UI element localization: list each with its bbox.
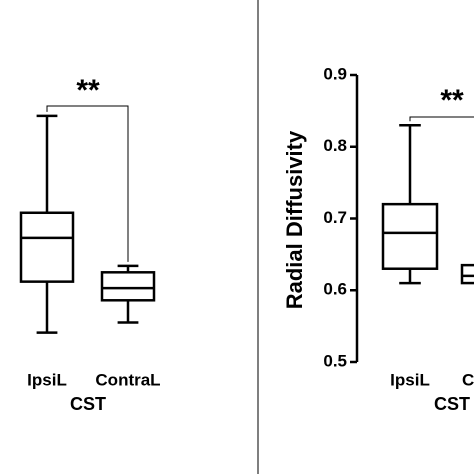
box (381, 202, 439, 270)
x-tick-label: IpsiL (27, 370, 67, 389)
y-tick-label: 0.8 (323, 136, 347, 155)
significance-bracket (409, 116, 474, 122)
x-axis-label: CST (434, 394, 470, 414)
y-axis-label: Radial Diffusivity (282, 130, 307, 309)
box (19, 211, 75, 283)
y-tick-label: 0.6 (323, 280, 347, 299)
x-tick-label: Co (462, 370, 474, 389)
x-axis-label: CST (70, 394, 106, 414)
significance-bracket (46, 105, 129, 262)
x-tick-label: ContraL (95, 370, 160, 389)
y-tick-label: 0.7 (323, 208, 347, 227)
y-tick-label: 0.9 (323, 64, 347, 83)
significance-label: ** (76, 74, 100, 107)
y-tick-label: 0.5 (323, 351, 347, 370)
box (460, 263, 474, 285)
box (100, 271, 156, 302)
significance-label: ** (440, 84, 464, 117)
x-tick-label: IpsiL (390, 370, 430, 389)
